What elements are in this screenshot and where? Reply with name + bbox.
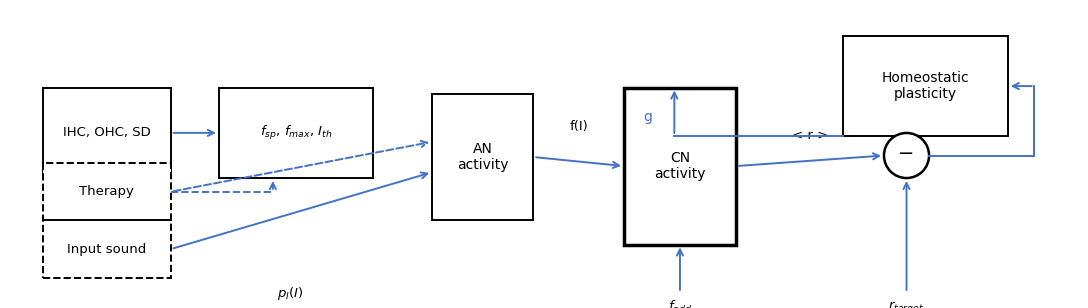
Text: $p_I(I)$: $p_I(I)$ (277, 285, 304, 302)
Text: Homeostatic
plasticity: Homeostatic plasticity (881, 71, 969, 101)
Text: < r >: < r > (792, 129, 828, 142)
Text: AN
activity: AN activity (457, 142, 508, 172)
FancyBboxPatch shape (42, 87, 171, 178)
FancyBboxPatch shape (842, 36, 1007, 136)
Text: $f_{add}$: $f_{add}$ (668, 299, 692, 308)
Text: g: g (643, 110, 652, 124)
Text: $f_{sp}$, $f_{max}$, $I_{th}$: $f_{sp}$, $f_{max}$, $I_{th}$ (260, 124, 333, 142)
FancyBboxPatch shape (42, 163, 171, 278)
Ellipse shape (883, 133, 929, 178)
FancyBboxPatch shape (219, 87, 373, 178)
Text: Therapy: Therapy (79, 185, 134, 198)
Text: Input sound: Input sound (67, 243, 147, 256)
Text: $r_{target}$: $r_{target}$ (889, 299, 925, 308)
FancyBboxPatch shape (432, 94, 533, 221)
Text: f(I): f(I) (569, 120, 588, 133)
Text: CN
activity: CN activity (654, 151, 706, 181)
Text: −: − (899, 144, 915, 164)
FancyBboxPatch shape (623, 87, 735, 245)
Text: IHC, OHC, SD: IHC, OHC, SD (63, 126, 151, 140)
